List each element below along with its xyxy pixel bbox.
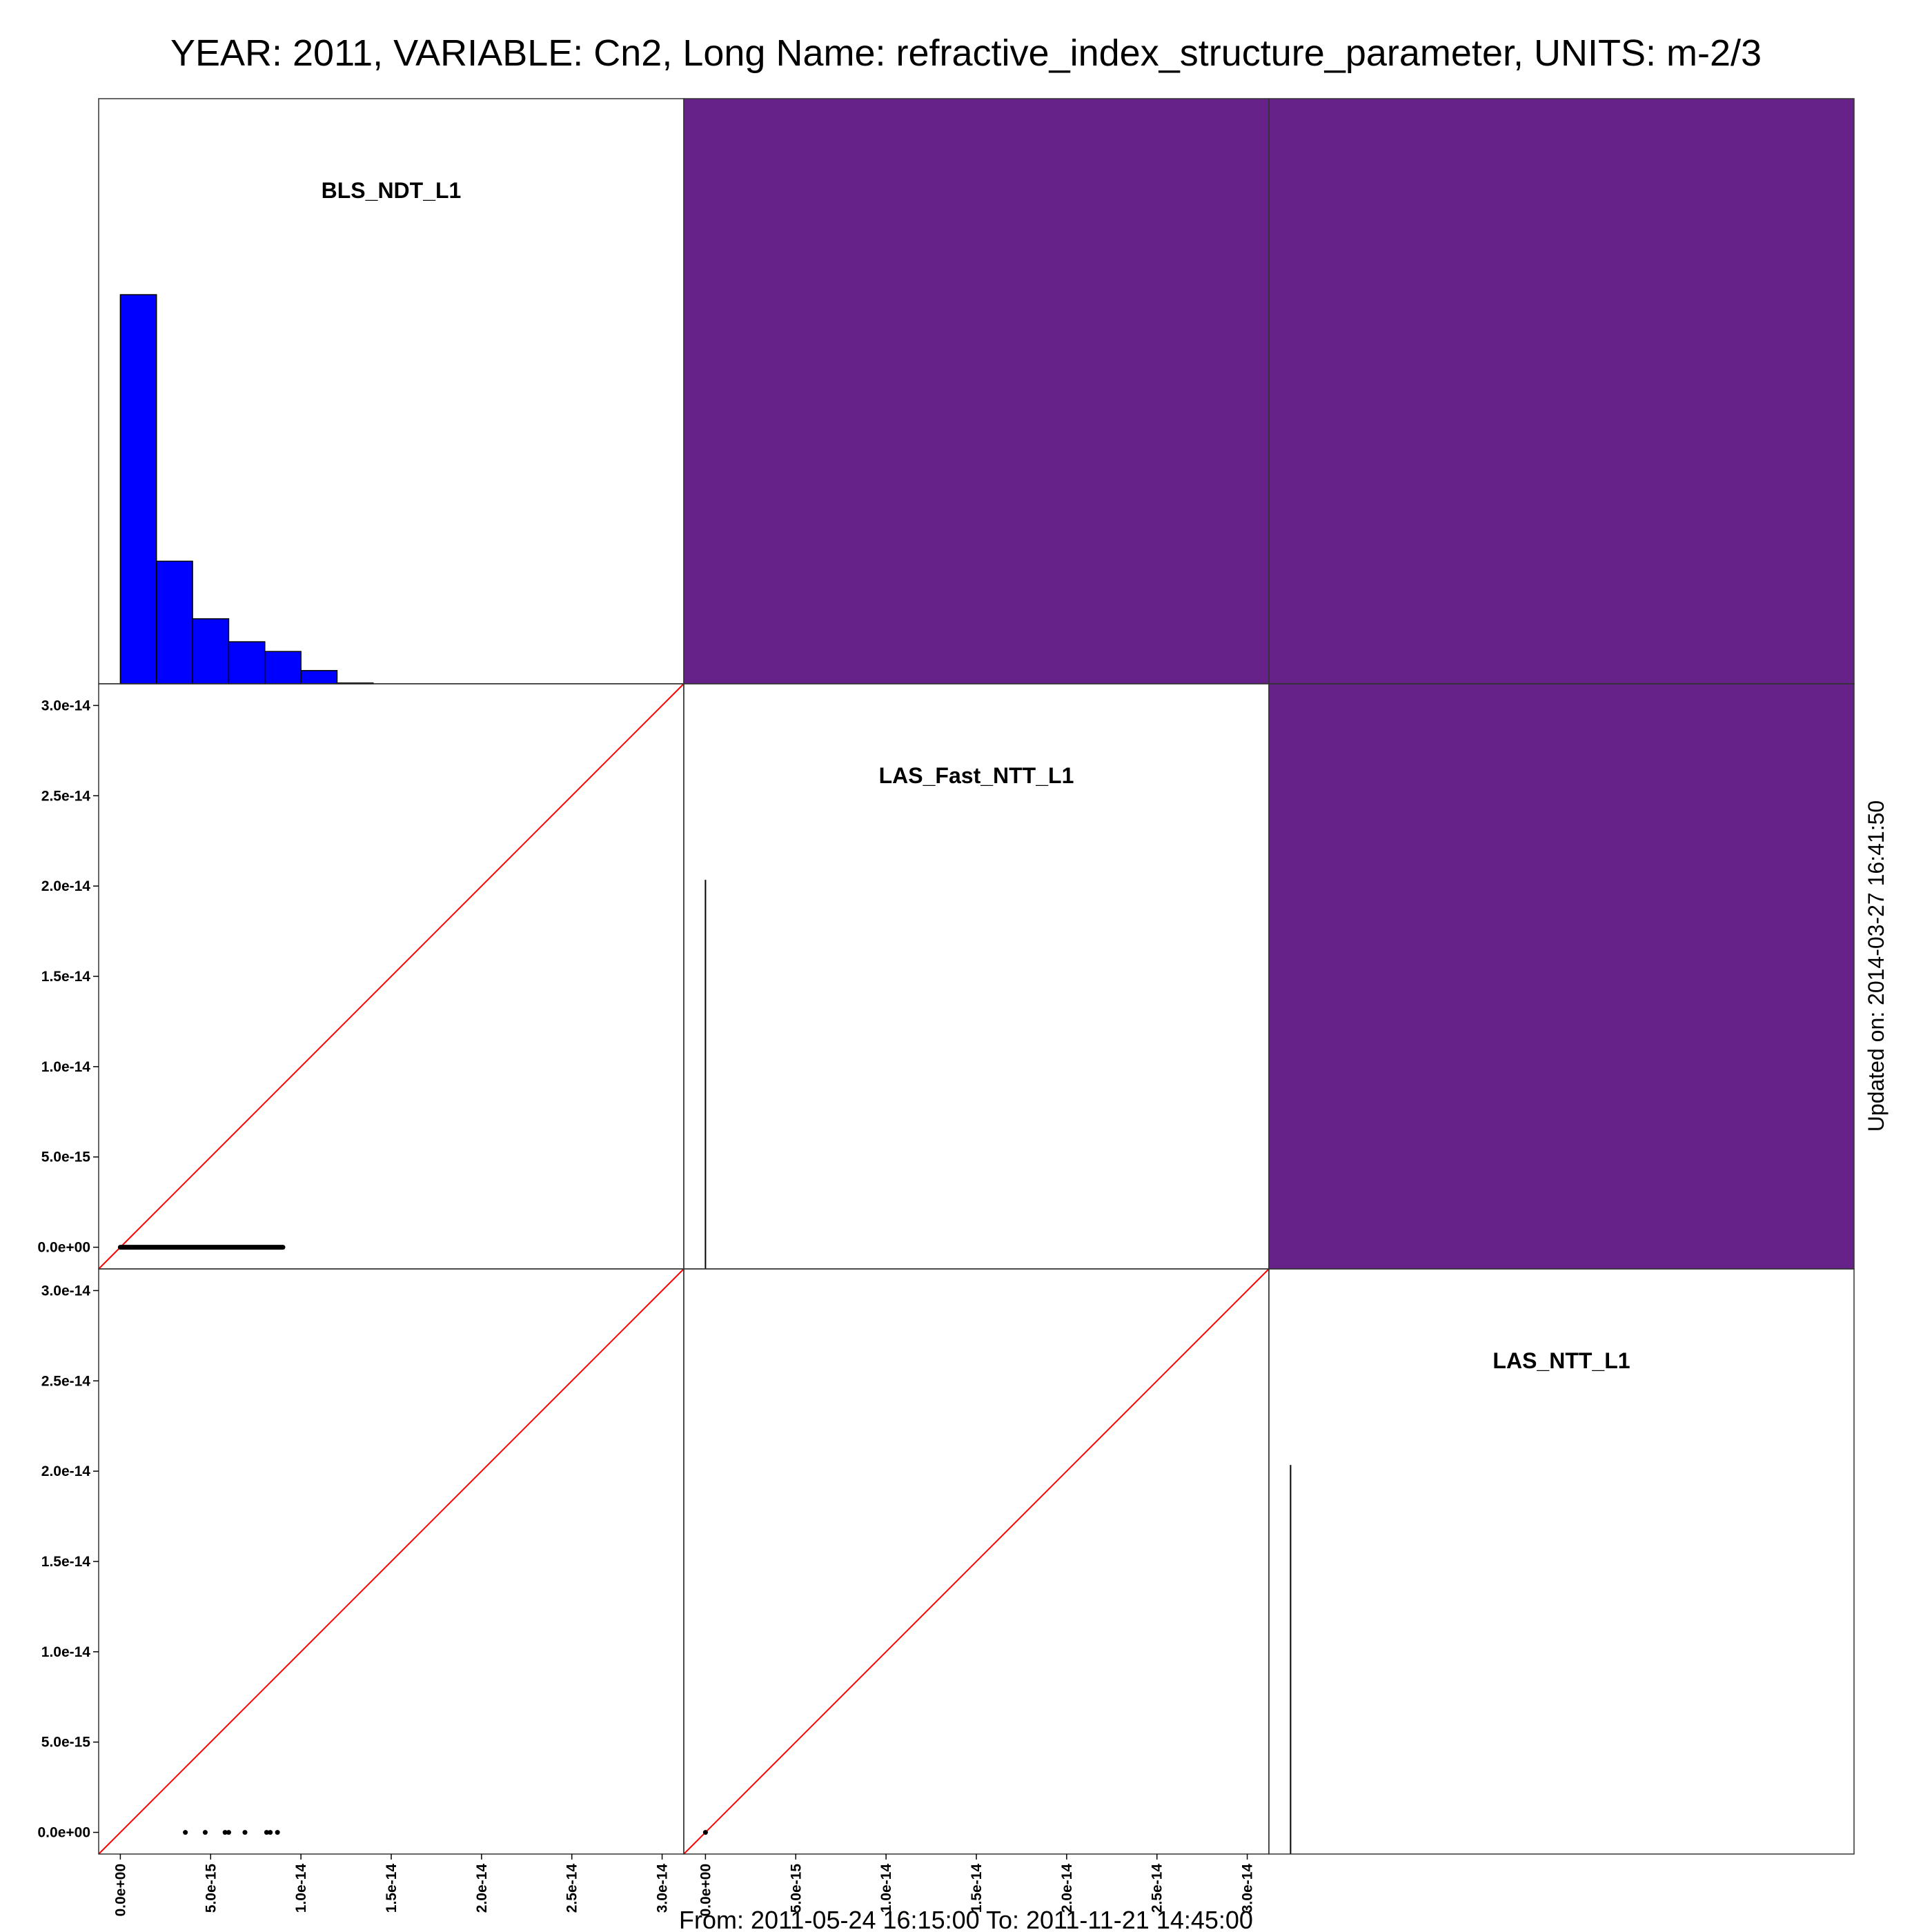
y-tick-label-row2-3: 1.5e-14 [41,1554,91,1570]
y-tick-label-row2-1: 5.0e-15 [41,1735,91,1751]
reference-line-BLS_NDT_L1-LAS_Fast_NTT_L1 [98,683,684,1270]
data-point-BLS_NDT_L1-LAS_NTT_L1-7 [275,1830,280,1835]
x-tick-label-col1-1: 5.0e-15 [788,1864,804,1913]
x-tick-label-col1-6: 3.0e-14 [1240,1864,1256,1913]
data-point-BLS_NDT_L1-LAS_NTT_L1-5 [264,1830,269,1835]
x-tick-label-col0-1: 5.0e-15 [203,1864,219,1913]
y-tick-label-row1-4: 2.0e-14 [41,878,91,894]
histogram-bar-BLS_NDT_L1-4 [264,651,302,684]
data-point-BLS_NDT_L1-LAS_NTT_L1-2 [222,1830,228,1835]
y-tick-label-row2-4: 2.0e-14 [41,1463,91,1479]
panel-border-2-2 [1268,1268,1855,1855]
x-tick-label-col1-3: 1.5e-14 [969,1864,985,1913]
x-tick-label-col1-4: 2.0e-14 [1059,1864,1075,1913]
data-point-BLS_NDT_L1-LAS_NTT_L1-6 [268,1830,273,1835]
updated-timestamp: Updated on: 2014-03-27 16:41:50 [1864,800,1889,1132]
y-tick-label-row1-3: 1.5e-14 [41,969,91,985]
data-point-BLS_NDT_L1-LAS_NTT_L1-0 [183,1830,188,1835]
date-range-footer: From: 2011-05-24 16:15:00 To: 2011-11-21… [679,1906,1253,1932]
reference-line-BLS_NDT_L1-LAS_NTT_L1 [98,1268,684,1855]
x-tick-label-col1-2: 1.0e-14 [878,1864,894,1913]
reference-line-LAS_Fast_NTT_L1-LAS_NTT_L1 [683,1268,1270,1855]
histogram-bar-BLS_NDT_L1-2 [192,618,230,684]
y-tick-label-row1-1: 5.0e-15 [41,1150,91,1165]
plot-area: BLS_NDT_L1 LAS_Fast_NTT_L1 LAS_NTT_L1 0.0e+… [38,98,1855,1917]
y-tick-label-row2-6: 3.0e-14 [41,1283,91,1299]
x-tick-label-col0-0: 0.0e+00 [112,1864,128,1917]
y-tick-label-row2-2: 1.0e-14 [41,1644,91,1660]
empty-panel-0-2 [1269,99,1854,684]
x-tick-label-col1-0: 0.0e+00 [698,1864,713,1917]
histogram-bar-BLS_NDT_L1-3 [228,641,266,684]
y-tick-label-row1-6: 3.0e-14 [41,698,91,713]
diagonal-label-LAS_NTT_L1: LAS_NTT_L1 [1492,1348,1630,1373]
histogram-bar-BLS_NDT_L1-0 [119,294,157,684]
chart-title: YEAR: 2011, VARIABLE: Cn2, Long Name: re… [170,32,1762,74]
x-tick-label-col0-3: 1.5e-14 [384,1864,400,1913]
y-tick-label-row1-2: 1.0e-14 [41,1059,91,1075]
data-point-BLS_NDT_L1-LAS_NTT_L1-3 [226,1830,231,1835]
data-point-LAS_Fast_NTT_L1-LAS_NTT_L1-0 [702,1830,708,1835]
x-tick-label-col1-5: 2.5e-14 [1150,1864,1165,1913]
data-point-BLS_NDT_L1-LAS_NTT_L1-4 [242,1830,248,1835]
histogram-bar-BLS_NDT_L1-1 [156,560,193,684]
empty-panel-1-2 [1269,684,1854,1269]
y-tick-label-row1-0: 0.0e+00 [38,1240,91,1256]
y-tick-label-row2-5: 2.5e-14 [41,1373,91,1389]
y-tick-label-row1-5: 2.5e-14 [41,788,91,804]
x-tick-label-col0-5: 2.5e-14 [564,1864,580,1913]
diagonal-label-LAS_Fast_NTT_L1: LAS_Fast_NTT_L1 [879,763,1074,788]
histogram-bar-BLS_NDT_L1-5 [300,670,338,684]
x-tick-label-col0-4: 2.0e-14 [474,1864,490,1913]
y-tick-label-row2-0: 0.0e+00 [38,1825,91,1841]
x-tick-label-col0-2: 1.0e-14 [293,1864,309,1913]
data-point-BLS_NDT_L1-LAS_NTT_L1-1 [202,1830,208,1835]
empty-panel-0-1 [684,99,1269,684]
x-tick-label-col0-6: 3.0e-14 [655,1864,671,1913]
diagonal-label-BLS_NDT_L1: BLS_NDT_L1 [322,178,462,203]
